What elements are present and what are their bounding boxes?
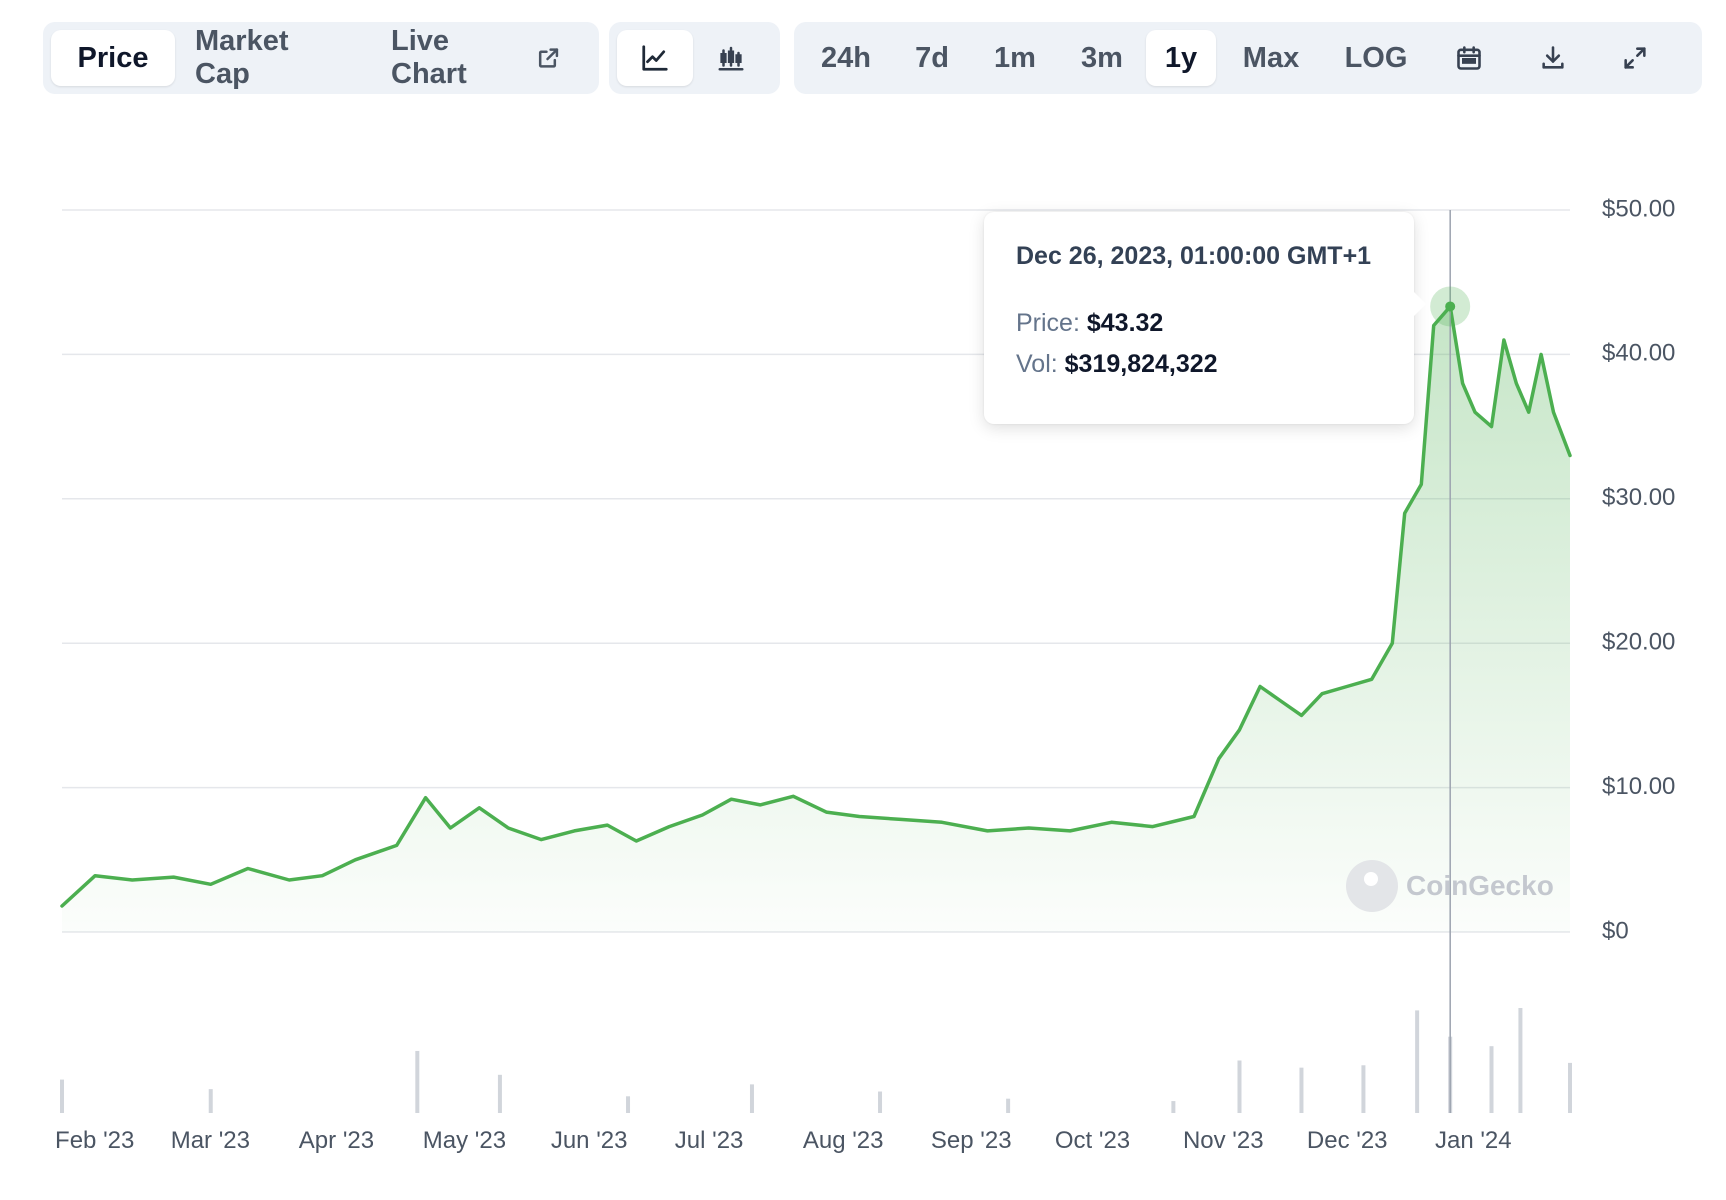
price-tab[interactable]: Price [51, 30, 175, 86]
live-chart-tab-label: Live Chart [391, 25, 467, 90]
calendar-button[interactable] [1426, 30, 1512, 86]
tooltip-volume-label: Vol: [1016, 350, 1058, 378]
live-chart-tab[interactable]: Live Chart [371, 25, 581, 90]
range-1m-label: 1m [994, 41, 1036, 74]
range-3m-label: 3m [1081, 41, 1123, 74]
volume-bar [749, 1084, 754, 1113]
volume-bar [1171, 1101, 1176, 1113]
candlestick-chart-button[interactable] [693, 30, 769, 86]
download-icon [1542, 46, 1564, 69]
log-scale-label: LOG [1344, 41, 1408, 74]
x-tick-label: Aug '23 [803, 1127, 884, 1154]
calendar-icon [1457, 46, 1481, 70]
y-tick-label: $20.00 [1602, 629, 1675, 656]
tooltip-volume-row: Vol: $319,824,322 [1016, 350, 1382, 379]
log-scale-button[interactable]: LOG [1326, 30, 1426, 86]
range-24h-label: 24h [821, 41, 871, 74]
volume-bar [1415, 1010, 1420, 1113]
volume-bar [1518, 1008, 1523, 1113]
market-cap-tab-label: Market Cap [195, 25, 289, 90]
hover-point [1445, 301, 1456, 312]
range-7d-label: 7d [915, 41, 949, 74]
volume-bar [60, 1079, 64, 1113]
x-tick-label: Apr '23 [299, 1127, 374, 1154]
volume-bar [1237, 1060, 1242, 1113]
coingecko-watermark: CoinGecko [1346, 860, 1554, 912]
chart-view-group [609, 22, 780, 94]
volume-bar [878, 1091, 883, 1113]
volume-bar [497, 1074, 502, 1113]
fullscreen-icon [1624, 47, 1646, 69]
volume-bar [1299, 1067, 1304, 1113]
volume-bar [626, 1096, 631, 1113]
price-tooltip: Dec 26, 2023, 01:00:00 GMT+1 Price: $43.… [984, 212, 1426, 424]
y-tick-label: $0 [1602, 917, 1629, 944]
range-max-button[interactable]: Max [1216, 30, 1326, 86]
chart-type-tab-group: Price Market Cap Live Chart [43, 22, 599, 94]
external-link-icon [538, 48, 559, 68]
x-tick-label: Jun '23 [551, 1127, 628, 1154]
line-chart-icon [642, 45, 668, 71]
y-tick-label: $40.00 [1602, 340, 1675, 367]
range-max-label: Max [1242, 41, 1300, 74]
x-tick-label: Nov '23 [1183, 1127, 1264, 1154]
range-3m-button[interactable]: 3m [1058, 30, 1146, 86]
tooltip-volume-value: $319,824,322 [1064, 350, 1218, 378]
price-tab-label: Price [77, 41, 149, 74]
x-tick-label: Jan '24 [1435, 1127, 1512, 1154]
volume-bar [415, 1050, 420, 1113]
x-tick-label: Feb '23 [55, 1127, 134, 1154]
line-chart-button[interactable] [617, 30, 693, 86]
download-button[interactable] [1512, 30, 1594, 86]
y-tick-label: $50.00 [1602, 195, 1675, 222]
volume-bar [1361, 1065, 1366, 1113]
coingecko-logo-icon [1346, 860, 1398, 912]
range-24h-button[interactable]: 24h [800, 30, 892, 86]
x-tick-label: May '23 [423, 1127, 506, 1154]
fullscreen-button[interactable] [1594, 30, 1676, 86]
tooltip-price-row: Price: $43.32 [1016, 309, 1382, 338]
volume-bar [1489, 1046, 1494, 1113]
range-7d-button[interactable]: 7d [892, 30, 972, 86]
price-area-fill [62, 306, 1570, 932]
candlestick-chart-icon [718, 46, 744, 71]
x-tick-label: Oct '23 [1055, 1127, 1130, 1154]
volume-bar [1568, 1062, 1572, 1113]
x-tick-label: Jul '23 [675, 1127, 744, 1154]
y-tick-label: $10.00 [1602, 773, 1675, 800]
x-tick-label: Mar '23 [171, 1127, 250, 1154]
y-tick-label: $30.00 [1602, 484, 1675, 511]
tooltip-date: Dec 26, 2023, 01:00:00 GMT+1 [1016, 242, 1372, 270]
volume-bar [1006, 1098, 1011, 1113]
range-1y-button[interactable]: 1y [1146, 30, 1216, 86]
watermark-text: CoinGecko [1406, 870, 1554, 901]
range-1m-button[interactable]: 1m [972, 30, 1058, 86]
range-1y-label: 1y [1164, 41, 1198, 74]
tooltip-price-value: $43.32 [1086, 309, 1164, 337]
time-range-group: 24h 7d 1m 3m 1y Max LOG [794, 22, 1702, 94]
market-cap-tab[interactable]: Market Cap [175, 25, 371, 90]
volume-bar [208, 1089, 213, 1113]
x-tick-label: Dec '23 [1307, 1127, 1388, 1154]
x-tick-label: Sep '23 [931, 1127, 1012, 1154]
tooltip-price-label: Price: [1016, 309, 1080, 337]
